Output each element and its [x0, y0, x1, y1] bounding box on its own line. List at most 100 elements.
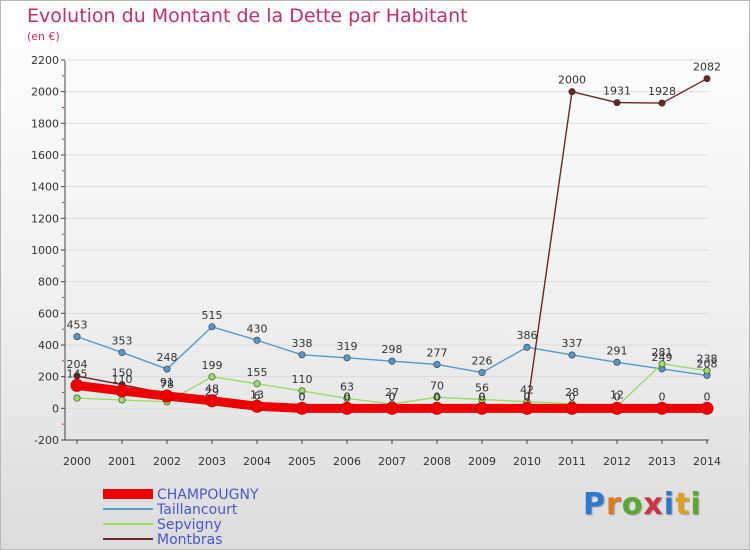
data-point-champougny [520, 401, 534, 415]
data-point-taillancourt [523, 343, 531, 351]
data-label-montbras: 150 [112, 367, 133, 380]
logo-letter: P [583, 487, 606, 522]
data-label-taillancourt: 298 [382, 343, 403, 356]
data-label-champougny: 0 [434, 390, 441, 403]
data-label-taillancourt: 319 [337, 340, 358, 353]
data-point-champougny [565, 401, 579, 415]
data-label-montbras: 91 [160, 376, 174, 389]
data-label-montbras: 0 [434, 390, 441, 403]
x-tick-label: 2006 [333, 455, 361, 468]
series-layer [70, 75, 714, 415]
data-point-taillancourt [163, 365, 171, 373]
x-tick-label: 2008 [423, 455, 451, 468]
data-point-sepvigny [253, 380, 261, 388]
data-point-montbras [658, 99, 666, 107]
data-label-sepvigny: 199 [202, 359, 223, 372]
data-label-montbras: 29 [205, 386, 219, 399]
data-point-sepvigny [298, 387, 306, 395]
x-tick-label: 2007 [378, 455, 406, 468]
x-tick-label: 2000 [63, 455, 91, 468]
data-label-sepvigny: 281 [652, 346, 673, 359]
data-label-champougny: 0 [389, 390, 396, 403]
data-label-sepvigny: 63 [340, 380, 354, 393]
data-point-sepvigny [118, 396, 126, 404]
data-point-champougny [475, 401, 489, 415]
data-point-champougny [700, 401, 714, 415]
data-point-champougny [115, 384, 129, 398]
data-point-champougny [655, 401, 669, 415]
data-point-montbras [703, 75, 711, 83]
y-tick-label: 1200 [31, 212, 59, 225]
proxiti-logo: Proxiti [583, 487, 702, 522]
y-tick-label: 0 [52, 402, 59, 415]
x-tick-label: 2003 [198, 455, 226, 468]
data-point-taillancourt [388, 357, 396, 365]
data-label-montbras: 0 [479, 390, 486, 403]
legend-swatch-montbras [103, 538, 153, 540]
logo-letter: x [643, 487, 664, 522]
axes-layer: -200020040060080010001200140016001800200… [31, 54, 721, 468]
data-label-champougny: 0 [569, 390, 576, 403]
x-tick-label: 2012 [603, 455, 631, 468]
data-label-champougny: 110 [112, 373, 133, 386]
data-point-sepvigny [658, 360, 666, 368]
data-label-montbras: 1928 [648, 85, 676, 98]
data-label-montbras: 1931 [603, 85, 631, 98]
data-label-taillancourt: 277 [427, 346, 448, 359]
y-tick-label: 1400 [31, 181, 59, 194]
data-point-champougny [430, 401, 444, 415]
data-label-montbras: 0 [344, 390, 351, 403]
data-point-champougny [610, 401, 624, 415]
x-tick-label: 2011 [558, 455, 586, 468]
data-point-sepvigny [208, 373, 216, 381]
data-label-montbras: 0 [389, 390, 396, 403]
data-label-montbras: 2000 [558, 74, 586, 87]
x-tick-label: 2002 [153, 455, 181, 468]
data-label-champougny: 0 [524, 390, 531, 403]
data-label-taillancourt: 208 [697, 357, 718, 370]
y-tick-label: 1800 [31, 117, 59, 130]
data-label-sepvigny: 42 [520, 384, 534, 397]
data-label-sepvigny: 27 [385, 386, 399, 399]
data-point-taillancourt [298, 351, 306, 359]
data-point-champougny [385, 401, 399, 415]
x-tick-label: 2010 [513, 455, 541, 468]
data-label-champougny: 78 [160, 378, 174, 391]
logo-letter: r [606, 487, 622, 522]
y-tick-label: -200 [34, 434, 59, 447]
y-tick-label: 2200 [31, 54, 59, 67]
data-label-taillancourt: 248 [157, 351, 178, 364]
x-tick-label: 2013 [648, 455, 676, 468]
data-label-taillancourt: 453 [67, 319, 88, 332]
chart-subtitle: (en €) [27, 30, 60, 43]
legend-label-sepvigny: Sepvigny [157, 517, 222, 533]
data-point-montbras [568, 88, 576, 96]
logo-letter: o [621, 487, 644, 522]
data-point-taillancourt [433, 360, 441, 368]
data-point-sepvigny [703, 367, 711, 375]
data-label-champougny: 0 [659, 390, 666, 403]
data-label-taillancourt: 430 [247, 322, 268, 335]
chart-title: Evolution du Montant de la Dette par Hab… [27, 5, 468, 27]
data-point-taillancourt [568, 351, 576, 359]
data-point-taillancourt [613, 358, 621, 366]
data-point-taillancourt [343, 354, 351, 362]
data-point-champougny [340, 401, 354, 415]
data-point-taillancourt [118, 348, 126, 356]
legend-label-taillancourt: Taillancourt [156, 502, 238, 518]
data-label-montbras: 2082 [693, 61, 721, 74]
data-point-champougny [205, 394, 219, 408]
legend-swatch-taillancourt [103, 508, 153, 510]
data-label-taillancourt: 386 [517, 329, 538, 342]
data-label-montbras: 6 [254, 389, 261, 402]
data-point-montbras [613, 99, 621, 107]
data-label-montbras: 204 [67, 358, 88, 371]
data-point-taillancourt [208, 323, 216, 331]
data-point-champougny [70, 378, 84, 392]
data-label-taillancourt: 338 [292, 337, 313, 350]
data-label-sepvigny: 155 [247, 366, 268, 379]
data-label-montbras: 0 [299, 390, 306, 403]
